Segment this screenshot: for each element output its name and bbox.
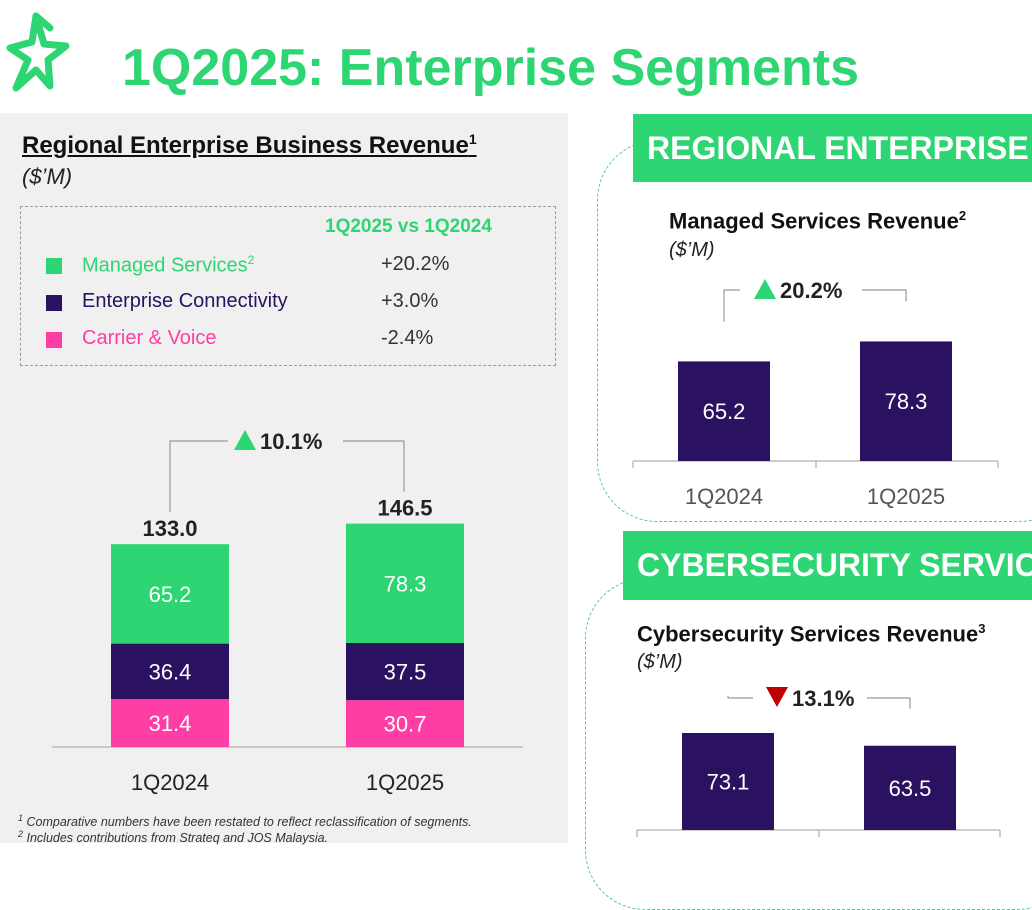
bar-value-label: 73.1 — [707, 769, 750, 794]
bar-value-label: 78.3 — [885, 389, 928, 414]
legend-change: +3.0% — [381, 290, 439, 312]
change-bracket-right — [343, 440, 405, 492]
category-label: 1Q2024 — [685, 484, 763, 509]
legend-change: -2.4% — [381, 327, 434, 349]
bar-value-label: 65.2 — [703, 399, 746, 424]
total-label: 133.0 — [142, 516, 197, 541]
legend-change: +20.2% — [381, 253, 450, 275]
carrier-voice-segment — [111, 699, 229, 747]
segment-value-label: 37.5 — [384, 660, 427, 685]
bar — [678, 361, 770, 461]
enterprise-connectivity-segment — [346, 642, 464, 701]
left-chart-unit: ($’M) — [22, 164, 73, 189]
change-bracket-right — [862, 289, 907, 302]
cybersecurity-title: Cybersecurity Services Revenue3 — [637, 621, 986, 647]
managed-services-segment — [346, 523, 464, 643]
left-panel — [0, 113, 568, 843]
triangle-down-icon — [766, 687, 788, 707]
change-bracket-left — [723, 289, 740, 322]
legend-label: Carrier & Voice — [82, 327, 217, 349]
page-title: 1Q2025: Enterprise Segments — [122, 39, 859, 97]
segment-value-label: 65.2 — [149, 582, 192, 607]
triangle-up-icon — [234, 430, 256, 450]
bar-value-label: 63.5 — [889, 776, 932, 801]
change-bracket-left — [727, 695, 753, 699]
change-bracket-right — [867, 697, 911, 709]
legend-swatch — [46, 258, 62, 274]
category-label: 1Q2025 — [867, 484, 945, 509]
legend-swatch — [46, 332, 62, 348]
legend-header: 1Q2025 vs 1Q2024 — [325, 216, 492, 237]
managed-services-title: Managed Services Revenue2 — [669, 208, 967, 234]
bar — [860, 341, 952, 461]
managed-services-segment — [111, 544, 229, 644]
enterprise-connectivity-segment — [111, 643, 229, 700]
legend-label: Enterprise Connectivity — [82, 290, 288, 312]
change-label: 10.1% — [260, 429, 322, 454]
category-label: 1Q2024 — [131, 770, 209, 795]
legend-label: Managed Services2 — [82, 253, 255, 277]
regional-enterprise-banner: REGIONAL ENTERPRISE — [633, 114, 1032, 182]
segment-value-label: 31.4 — [149, 711, 192, 736]
managed-services-unit: ($’M) — [669, 239, 715, 261]
segment-value-label: 30.7 — [384, 712, 427, 737]
bar — [864, 745, 956, 830]
bar — [682, 732, 774, 830]
footnote-2: 2 Includes contributions from Strateq an… — [18, 829, 329, 846]
segment-value-label: 36.4 — [149, 659, 192, 684]
change-label: 13.1% — [792, 686, 854, 711]
legend-item-managed-services: Managed Services2 +20.2% — [46, 253, 546, 279]
left-chart-title: Regional Enterprise Business Revenue1 — [22, 131, 477, 159]
legend-item-enterprise-connectivity: Enterprise Connectivity +3.0% — [46, 290, 546, 316]
category-label: 1Q2025 — [366, 770, 444, 795]
cybersecurity-banner: CYBERSECURITY SERVICES — [623, 531, 1032, 600]
legend-item-carrier-voice: Carrier & Voice -2.4% — [46, 327, 546, 353]
legend-box — [20, 206, 556, 366]
star-logo-icon — [6, 12, 70, 92]
cybersecurity-unit: ($’M) — [637, 651, 683, 673]
total-label: 146.5 — [377, 496, 432, 521]
legend-swatch — [46, 295, 62, 311]
change-bracket-left — [169, 440, 228, 513]
segment-value-label: 78.3 — [384, 571, 427, 596]
change-label: 20.2% — [780, 278, 842, 303]
footnote-1: 1 Comparative numbers have been restated… — [18, 813, 472, 830]
charts-canvas: 31.4 36.4 65.2 133.0 1Q2024 30.7 37.5 78.3 146.5… — [52, 278, 1001, 837]
triangle-up-icon — [754, 279, 776, 299]
carrier-voice-segment — [346, 700, 464, 747]
